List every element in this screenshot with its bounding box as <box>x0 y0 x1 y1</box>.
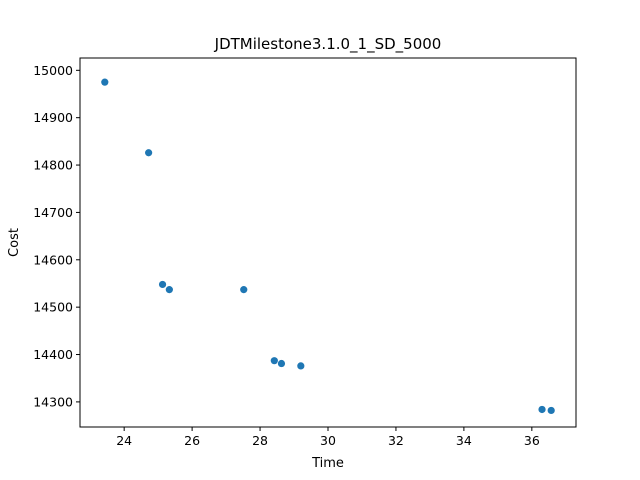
x-tick-label: 26 <box>184 433 200 448</box>
y-tick-label: 14300 <box>33 394 73 409</box>
y-axis-ticks: 14300 14400 14500 14600 14700 14800 14900 15000 <box>33 63 80 409</box>
y-tick-label: 14500 <box>33 300 73 315</box>
data-point-3 <box>165 286 173 294</box>
y-tick-label: 14700 <box>33 205 73 220</box>
chart-title: JDTMilestone3.1.0_1_SD_5000 <box>214 35 442 54</box>
y-tick-label: 14600 <box>33 252 73 267</box>
x-tick-label: 24 <box>116 433 132 448</box>
data-point-9 <box>547 406 555 415</box>
x-axis-label: Time <box>311 456 344 471</box>
data-point-2 <box>158 280 167 289</box>
data-point-8 <box>538 405 546 414</box>
data-point-0 <box>101 78 109 86</box>
x-tick-label: 34 <box>456 433 472 448</box>
x-axis-ticks: 24 26 28 30 32 34 36 <box>116 427 540 448</box>
data-point-4 <box>240 286 248 294</box>
x-tick-label: 32 <box>388 433 404 448</box>
data-point-7 <box>297 362 305 370</box>
y-tick-label: 14400 <box>33 347 73 362</box>
data-point-1 <box>145 149 153 157</box>
x-tick-label: 28 <box>252 433 268 448</box>
data-point-5 <box>270 357 278 365</box>
y-tick-label: 15000 <box>33 63 73 78</box>
x-tick-label: 30 <box>320 433 336 448</box>
y-tick-label: 14900 <box>33 110 73 125</box>
data-point-6 <box>277 359 286 368</box>
y-axis-label: Cost <box>7 228 22 257</box>
x-tick-label: 36 <box>524 433 540 448</box>
plot-frame <box>79 57 577 428</box>
y-tick-label: 14800 <box>33 158 73 173</box>
points-layer <box>101 78 555 415</box>
